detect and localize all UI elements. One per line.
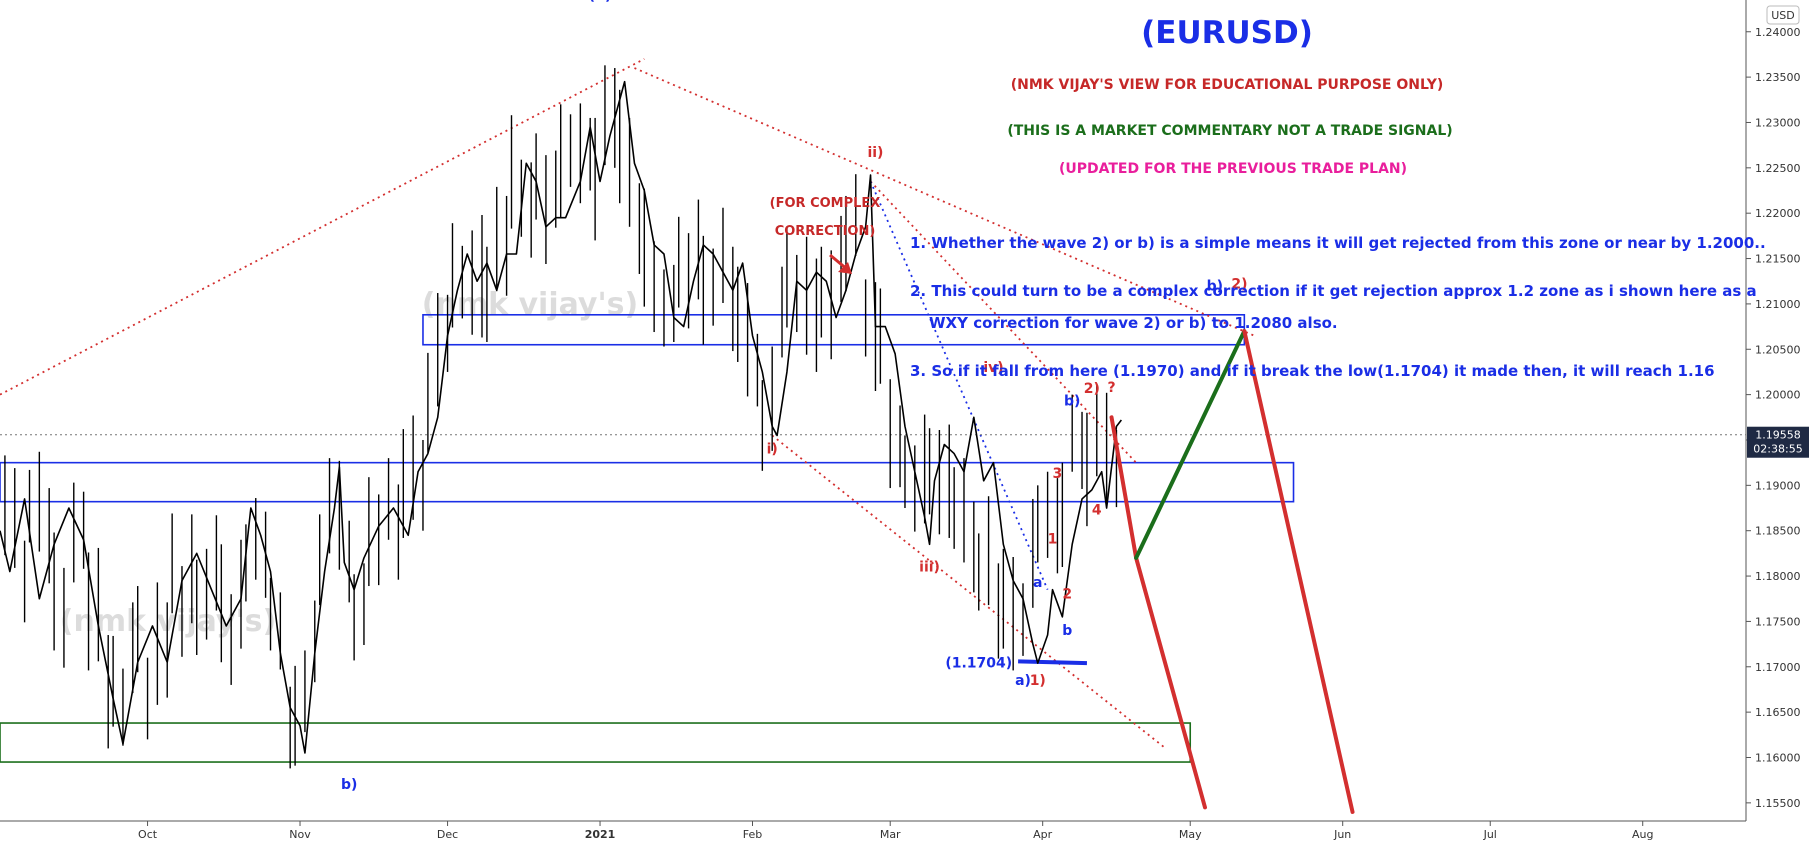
y-tick-label: 1.20000 — [1755, 389, 1801, 402]
y-tick-label: 1.16000 — [1755, 751, 1801, 764]
price-series-line — [0, 80, 1123, 754]
x-tick-label: 2021 — [585, 828, 616, 841]
arrow-down-right-icon — [829, 253, 852, 274]
candles-layer — [0, 65, 1123, 769]
y-tick-label: 1.16500 — [1755, 706, 1801, 719]
commentary-note: (THIS IS A MARKET COMMENTARY NOT A TRADE… — [1007, 123, 1452, 139]
wave-label: 2) — [1231, 276, 1247, 292]
x-tick-label: May — [1179, 828, 1202, 841]
wave-label: 3 — [1053, 466, 1063, 482]
y-tick-label: 1.18000 — [1755, 570, 1801, 583]
wave-label: b) — [341, 777, 357, 793]
dotted-line-e — [869, 181, 1049, 591]
view-note: (NMK VIJAY'S VIEW FOR EDUCATIONAL PURPOS… — [1011, 77, 1444, 93]
wave-label: b) — [1064, 394, 1080, 410]
x-tick-label: Feb — [743, 828, 762, 841]
x-tick-label: Nov — [289, 828, 311, 841]
note-3: 3. So if it fall from here (1.1970) and … — [910, 362, 1715, 380]
x-tick-label: Apr — [1033, 828, 1053, 841]
wave-label: 4 — [1092, 502, 1102, 518]
y-tick-label: 1.22500 — [1755, 162, 1801, 175]
projections-layer — [1109, 329, 1355, 814]
wave-label: 2) — [1084, 381, 1100, 397]
x-tick-label: Oct — [138, 828, 158, 841]
complex-note-line-2: CORRECTION) — [775, 224, 876, 239]
dotted-line-d — [869, 180, 1137, 464]
wave-label: ii) — [867, 145, 883, 161]
low-marker-line — [1018, 659, 1087, 666]
wave-label: iv) — [983, 360, 1003, 376]
wave-label: (b) — [589, 0, 612, 4]
wave-label: ? — [1107, 380, 1115, 396]
complex-note-line-1: (FOR COMPLEX — [770, 196, 881, 211]
wave-label: b — [1062, 623, 1072, 639]
axis-layer: 1.15500 1.16000 1.16500 1.17000 1.17500 1.180… — [138, 26, 1800, 841]
wave-label: (1.1704) — [945, 656, 1012, 672]
x-tick-label: Mar — [880, 828, 901, 841]
x-tick-label: Dec — [437, 828, 458, 841]
y-tick-label: 1.22000 — [1755, 207, 1801, 220]
wave-label: i) — [767, 442, 778, 458]
y-tick-label: 1.21000 — [1755, 298, 1801, 311]
y-tick-label: 1.17000 — [1755, 661, 1801, 674]
current-price-label: 1.19558 — [1755, 429, 1801, 442]
y-tick-label: 1.19000 — [1755, 479, 1801, 492]
note-2-line-2: WXY correction for wave 2) or b) to 1.20… — [929, 314, 1338, 332]
projection-red-complex — [1242, 329, 1355, 814]
countdown-label: 02:38:55 — [1753, 443, 1802, 456]
x-tick-label: Jun — [1333, 828, 1351, 841]
x-tick-label: Jul — [1483, 828, 1497, 841]
update-note: (UPDATED FOR THE PREVIOUS TRADE PLAN) — [1059, 161, 1407, 177]
wave-label: iii) — [919, 560, 940, 576]
trendlines-layer — [0, 58, 1746, 750]
wave-label: 1) — [1030, 673, 1046, 689]
chart-title: (EURUSD) — [1141, 15, 1313, 51]
wave-label: a) — [1015, 673, 1031, 689]
resistance-zone-mid — [0, 461, 1295, 503]
wave-label: a — [1033, 575, 1042, 591]
y-tick-label: 1.17500 — [1755, 615, 1801, 628]
note-1: 1. Whether the wave 2) or b) is a simple… — [910, 234, 1766, 252]
y-tick-label: 1.23000 — [1755, 116, 1801, 129]
watermark-text: (nmk vijay's) — [60, 604, 276, 639]
projection-green — [1134, 329, 1247, 560]
y-tick-label: 1.15500 — [1755, 797, 1801, 810]
x-tick-label: Aug — [1632, 828, 1653, 841]
y-tick-label: 1.21500 — [1755, 253, 1801, 266]
dotted-line-b — [634, 67, 1255, 337]
wave-labels-layer: (b)ii)i)iv)iii)b)2)?341a2b(1.1704)a)1)b)… — [341, 0, 1247, 793]
currency-badge[interactable]: USD — [1766, 5, 1800, 25]
current-price-badge: 1.19558 02:38:55 — [1747, 426, 1809, 458]
y-tick-label: 1.18500 — [1755, 525, 1801, 538]
y-tick-label: 1.23500 — [1755, 71, 1801, 84]
wave-label: b) — [1207, 278, 1223, 294]
wave-label: 1 — [1048, 531, 1058, 547]
note-2-line-1: 2. This could turn to be a complex corre… — [910, 282, 1757, 300]
y-tick-label: 1.20500 — [1755, 343, 1801, 356]
watermark-text: (nmk vijay's) — [422, 287, 638, 322]
dotted-line-a — [0, 58, 645, 396]
currency-label: USD — [1771, 9, 1795, 22]
support-zone-lower — [0, 722, 1192, 763]
y-tick-label: 1.24000 — [1755, 26, 1801, 39]
wave-label: 2 — [1062, 587, 1072, 603]
